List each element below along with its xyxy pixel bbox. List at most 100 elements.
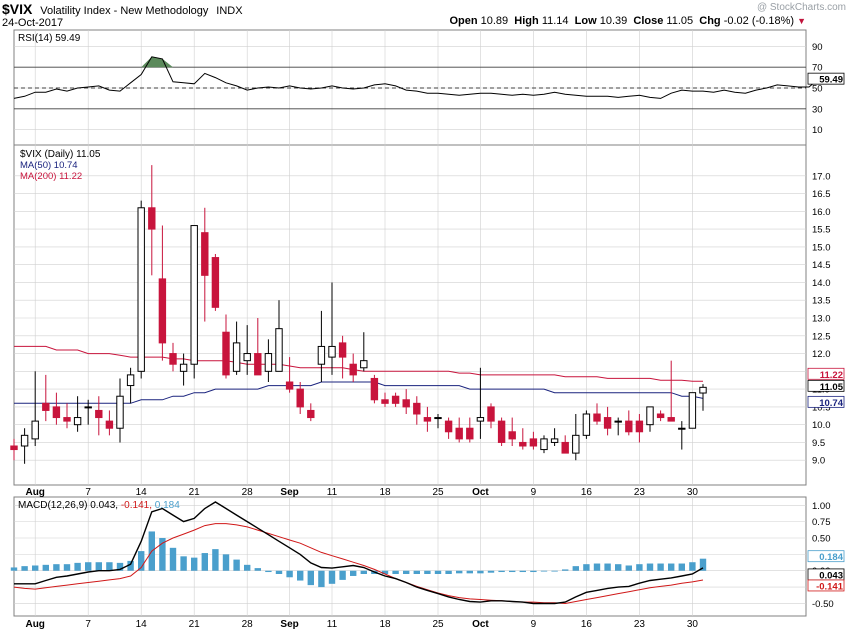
price-tick-label: 10.0 <box>812 420 831 431</box>
x-tick-label-bottom: 16 <box>581 619 593 630</box>
macd-histogram-bar <box>328 570 336 584</box>
rsi-tick-label: 30 <box>812 104 823 115</box>
macd-histogram-bar <box>191 557 198 571</box>
macd-histogram-bar <box>244 564 251 571</box>
macd-histogram-bar <box>32 565 39 571</box>
price-tick-label: 17.0 <box>812 171 831 182</box>
candle-body <box>582 413 591 436</box>
close-label: Close <box>633 15 664 27</box>
chg-label: Chg <box>699 15 721 27</box>
candle-body <box>201 232 209 276</box>
macd-histogram-bar <box>85 562 92 571</box>
rsi-label: RSI(14) 59.49 <box>18 33 81 44</box>
candle-body <box>678 427 686 430</box>
macd-histogram-bar <box>466 570 473 574</box>
rsi-tick-label: 10 <box>812 125 823 136</box>
macd-histogram-bar <box>403 570 410 574</box>
macd-histogram-bar <box>424 570 431 574</box>
macd-label: MACD(12,26,9) 0.043, -0.141, 0.184 <box>18 500 180 511</box>
candle-body <box>656 413 665 419</box>
x-tick-label-bottom: 28 <box>242 619 254 630</box>
macd-histogram-bar <box>583 564 590 571</box>
macd-histogram-bar <box>519 570 526 573</box>
macd-histogram-bar <box>381 570 389 574</box>
candle-body <box>667 417 675 422</box>
candle-body <box>540 438 548 451</box>
macd-histogram-bar <box>540 570 548 572</box>
macd-histogram-bar <box>106 562 113 571</box>
low-label: Low <box>574 15 597 27</box>
symbol: $VIX <box>2 1 33 17</box>
macd-signal-line <box>13 523 704 605</box>
candle-body <box>466 427 474 440</box>
candle-body <box>413 402 421 415</box>
x-tick-label: 21 <box>189 487 201 498</box>
rsi-current-value: 59.49 <box>819 75 843 86</box>
candle-body <box>391 395 400 404</box>
macd-label-part: 0.184 <box>155 500 180 511</box>
candle-body <box>434 417 442 420</box>
security-name: Volatility Index - New Methodology <box>40 5 209 17</box>
macd-histogram-bar <box>657 563 664 571</box>
macd-histogram-bar <box>530 570 537 573</box>
candle-body <box>519 441 527 447</box>
candle-body <box>31 420 39 440</box>
ohlc-summary: Open 10.89 High 11.14 Low 10.39 Close 11… <box>449 15 806 27</box>
rsi-current-value-box <box>807 72 845 85</box>
macd-histogram-bar <box>95 562 102 571</box>
x-tick-label-bottom: 21 <box>189 619 201 630</box>
candle-body <box>73 417 82 426</box>
macd-histogram-bar <box>487 570 495 573</box>
macd-value: 0.043 <box>819 570 843 581</box>
macd-histogram-bar <box>604 563 611 571</box>
macd-histogram-bar <box>434 570 442 574</box>
x-tick-label: 23 <box>634 487 646 498</box>
candle-body <box>688 392 697 429</box>
ma200-line <box>14 345 703 382</box>
candle-body <box>402 399 410 408</box>
candle-body <box>52 406 61 419</box>
candle-body <box>561 441 569 454</box>
macd-histogram-bar <box>21 566 28 571</box>
candle-body <box>105 420 114 429</box>
x-tick-label: 11 <box>327 487 338 498</box>
candle-body <box>222 331 230 376</box>
candle-body <box>338 342 347 358</box>
macd-histogram-bar <box>562 569 569 571</box>
x-tick-label-bottom: 9 <box>531 619 537 630</box>
rsi-tick-label: 90 <box>812 42 823 53</box>
macd-histogram-bar <box>10 567 18 571</box>
x-tick-label: 18 <box>379 487 391 498</box>
price-tick-label: 15.5 <box>812 225 831 236</box>
rsi-tick-label: 70 <box>812 63 823 74</box>
exchange: INDX <box>216 5 243 17</box>
candle-body <box>550 438 559 443</box>
macd-histogram-bar <box>222 554 230 571</box>
candle-body <box>84 406 92 409</box>
candle-body <box>190 225 198 365</box>
chg-value: -0.02 (-0.18%) <box>723 15 795 27</box>
candle-body <box>646 406 654 426</box>
price-tick-label: 15.0 <box>812 242 831 253</box>
price-tick-label: 10.5 <box>812 402 831 413</box>
ma200-value: 11.22 <box>820 370 843 381</box>
close-value: 11.05 <box>666 15 694 27</box>
candle-body <box>455 427 463 440</box>
x-tick-label: 14 <box>136 487 148 498</box>
ma50-value: 10.74 <box>819 398 843 409</box>
high-label: High <box>514 15 539 27</box>
price-tick-label: 9.0 <box>812 456 825 467</box>
macd-histogram-bar <box>307 570 314 586</box>
x-tick-label-bottom: 7 <box>85 619 91 630</box>
candle-body <box>126 374 135 387</box>
macd-histogram-bar <box>636 564 643 571</box>
candle-body <box>10 445 18 451</box>
candle-body <box>699 386 707 394</box>
macd-histogram-bar <box>668 563 675 571</box>
candle-body <box>275 328 283 372</box>
x-tick-label: 7 <box>85 487 91 498</box>
macd-histogram-bar <box>477 570 484 574</box>
low-value: 10.39 <box>599 15 628 27</box>
macd-histogram-bar <box>42 564 49 571</box>
